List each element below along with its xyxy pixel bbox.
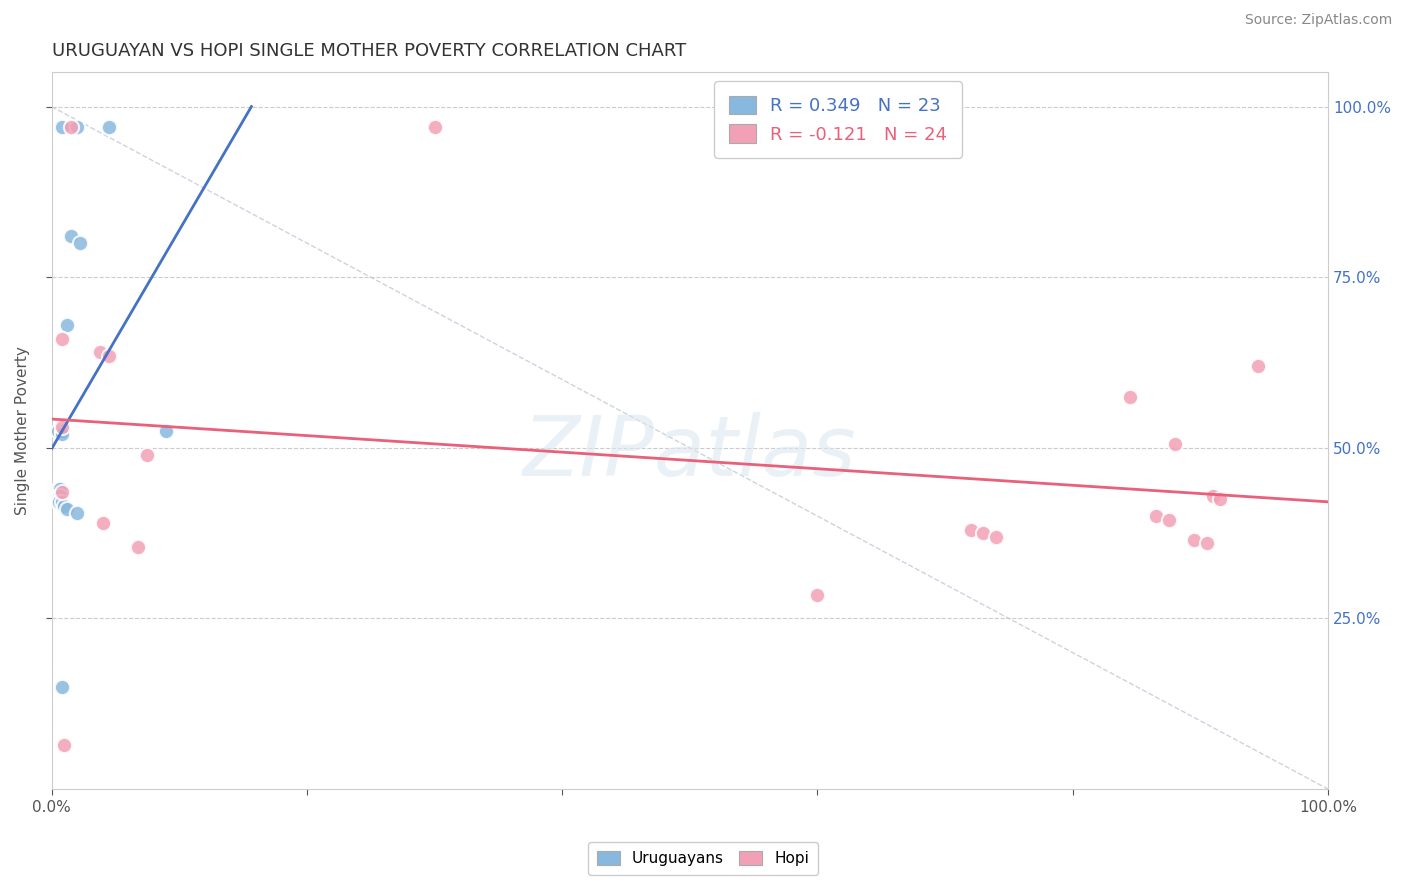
Point (49, 482, 72, 496)
Point (46, 482, 69, 496)
Point (1247, 359, 1270, 373)
Point (1182, 533, 1205, 547)
Point (51, 485, 73, 500)
Point (1119, 390, 1142, 404)
Text: URUGUAYAN VS HOPI SINGLE MOTHER POVERTY CORRELATION CHART: URUGUAYAN VS HOPI SINGLE MOTHER POVERTY … (52, 42, 686, 60)
Point (46, 495, 69, 509)
Point (1157, 512, 1180, 526)
Point (66, 120, 89, 134)
Point (155, 424, 177, 438)
Point (98, 349, 121, 363)
Point (56, 502, 79, 516)
Point (51, 680, 73, 694)
Legend: R = 0.349   N = 23, R = -0.121   N = 24: R = 0.349 N = 23, R = -0.121 N = 24 (714, 81, 962, 158)
Point (423, 120, 446, 134)
Point (51, 427, 73, 442)
Point (972, 526, 994, 541)
Y-axis label: Single Mother Poverty: Single Mother Poverty (15, 346, 30, 516)
Point (51, 332, 73, 346)
Point (51, 120, 73, 134)
Point (127, 540, 149, 554)
Text: ZIPatlas: ZIPatlas (523, 412, 856, 492)
Point (66, 506, 89, 520)
Point (48, 489, 70, 503)
Point (59, 120, 82, 134)
Point (89, 345, 111, 359)
Text: Source: ZipAtlas.com: Source: ZipAtlas.com (1244, 13, 1392, 28)
Point (69, 236, 91, 251)
Point (49, 489, 72, 503)
Legend: Uruguayans, Hopi: Uruguayans, Hopi (588, 842, 818, 875)
Point (53, 499, 76, 513)
Point (53, 738, 76, 752)
Point (46, 489, 69, 503)
Point (806, 588, 828, 602)
Point (51, 424, 73, 438)
Point (48, 495, 70, 509)
Point (51, 420, 73, 434)
Point (48, 482, 70, 496)
Point (1202, 489, 1225, 503)
Point (51, 495, 73, 509)
Point (959, 523, 981, 537)
Point (1195, 536, 1218, 550)
Point (56, 318, 79, 332)
Point (98, 120, 121, 134)
Point (986, 530, 1008, 544)
Point (136, 448, 159, 462)
Point (1144, 509, 1167, 524)
Point (46, 424, 69, 438)
Point (1208, 491, 1230, 506)
Point (59, 229, 82, 244)
Point (1164, 437, 1187, 451)
Point (91, 516, 114, 530)
